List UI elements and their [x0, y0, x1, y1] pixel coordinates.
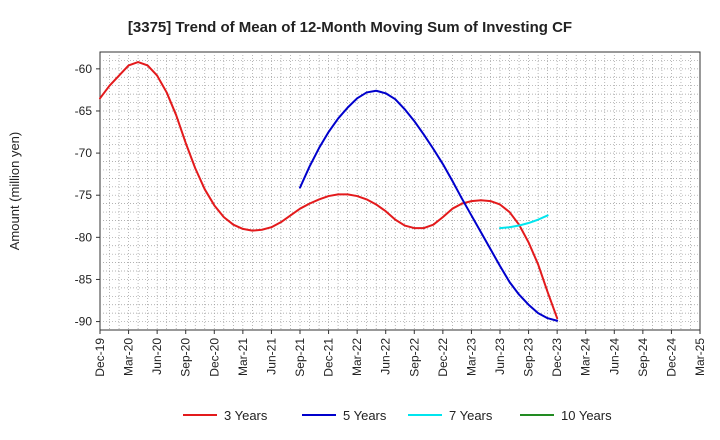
x-tick-label: Jun-22 [379, 338, 393, 375]
x-tick-label: Sep-20 [179, 338, 193, 377]
y-tick-label: -75 [75, 188, 93, 202]
y-tick-label: -70 [75, 146, 93, 160]
x-tick-label: Jun-21 [264, 338, 278, 375]
y-axis-label: Amount (million yen) [7, 132, 22, 251]
y-tick-label: -80 [75, 230, 93, 244]
legend-label-3-years: 3 Years [224, 408, 268, 423]
x-tick-label: Mar-25 [693, 338, 707, 376]
x-tick-label: Mar-22 [350, 338, 364, 376]
y-tick-label: -65 [75, 104, 93, 118]
y-tick-label: -90 [75, 315, 93, 329]
x-tick-label: Jun-20 [150, 338, 164, 375]
series-line-7-years [499, 214, 549, 230]
grid-lines [100, 52, 700, 330]
x-tick-label: Jun-23 [493, 338, 507, 375]
series-line-3-years [99, 61, 559, 320]
x-tick-label: Dec-23 [550, 338, 564, 377]
x-tick-label: Dec-24 [664, 338, 678, 377]
x-axis-ticks: Dec-19 Mar-20 Jun-20 Sep-20 Dec-20 Mar-21 Jun-… [93, 330, 707, 377]
x-tick-label: Mar-24 [579, 338, 593, 376]
legend-label-10-years: 10 Years [561, 408, 612, 423]
series-line-5-years [299, 89, 559, 322]
x-tick-label: Dec-20 [207, 338, 221, 377]
x-tick-label: Sep-22 [407, 338, 421, 377]
x-tick-label: Dec-21 [322, 338, 336, 377]
legend-label-7-years: 7 Years [449, 408, 493, 423]
y-axis-ticks: -60 -65 -70 -75 -80 -85 -90 [75, 62, 100, 329]
series-layer [99, 61, 559, 322]
y-tick-label: -85 [75, 272, 93, 286]
legend: 3 Years 5 Years 7 Years 10 Years [183, 408, 612, 423]
plot-area [99, 51, 701, 331]
x-tick-label: Sep-24 [636, 338, 650, 377]
x-tick-label: Mar-20 [122, 338, 136, 376]
x-tick-label: Dec-19 [93, 338, 107, 377]
chart-title: [3375] Trend of Mean of 12-Month Moving … [128, 19, 572, 36]
x-tick-label: Mar-21 [236, 338, 250, 376]
x-tick-label: Mar-23 [464, 338, 478, 376]
y-tick-label: -60 [75, 62, 93, 76]
x-tick-label: Sep-23 [522, 338, 536, 377]
legend-label-5-years: 5 Years [343, 408, 387, 423]
x-tick-label: Jun-24 [607, 338, 621, 375]
x-tick-label: Sep-21 [293, 338, 307, 377]
x-tick-label: Dec-22 [436, 338, 450, 377]
